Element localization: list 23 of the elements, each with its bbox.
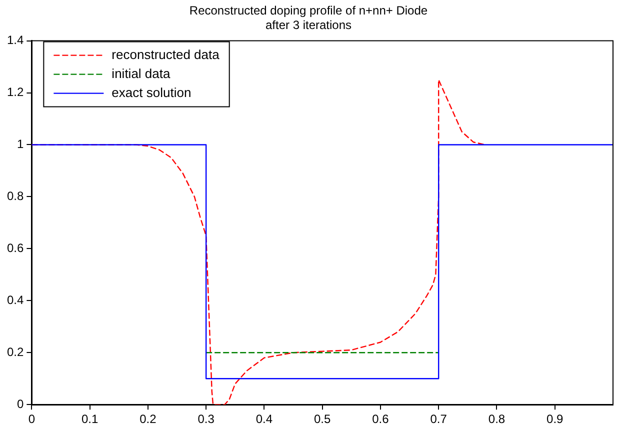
x-tick-label: 0.2 (140, 412, 157, 426)
y-tick-label: 1.2 (6, 85, 24, 100)
legend-label: exact solution (112, 84, 192, 100)
y-tick-label: 0.2 (6, 344, 24, 359)
chart-title: Reconstructed doping profile of n+nn+ Diode (189, 4, 428, 18)
x-tick-label: 0.1 (81, 412, 98, 426)
y-tick-label: 1.4 (6, 33, 24, 48)
x-tick-label: 0 (28, 412, 36, 426)
x-tick-label: 0.7 (430, 412, 448, 426)
x-tick-label: 0.3 (198, 412, 215, 426)
legend-label: reconstructed data (112, 46, 220, 62)
x-tick-label: 0.9 (546, 412, 564, 426)
y-tick-label: 0.8 (6, 189, 24, 204)
y-tick-label: 0.6 (6, 241, 24, 255)
y-tick-label: 0.4 (6, 292, 24, 307)
x-tick-label: 0.5 (314, 412, 332, 426)
x-tick-label: 0.4 (256, 412, 273, 426)
chart-subtitle: after 3 iterations (265, 18, 352, 32)
y-tick-label: 0 (16, 396, 24, 411)
x-tick-label: 0.6 (372, 412, 390, 426)
y-tick-label: 1 (16, 137, 24, 152)
x-tick-label: 0.8 (488, 412, 506, 426)
legend-label: initial data (112, 66, 171, 81)
